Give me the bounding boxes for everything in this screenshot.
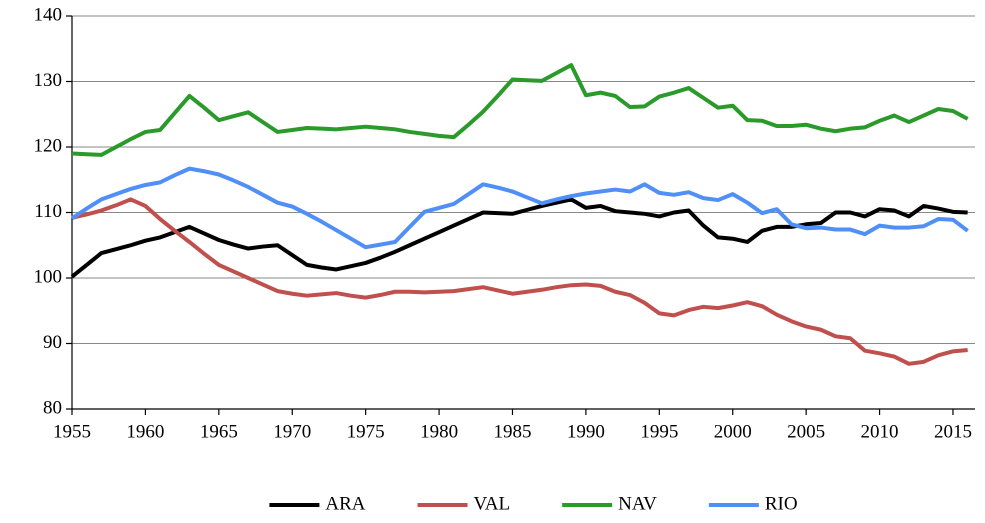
x-tick-label: 1975 xyxy=(347,421,385,442)
y-tick-label: 100 xyxy=(34,266,63,287)
x-tick-label: 1995 xyxy=(640,421,678,442)
y-tick-label: 90 xyxy=(43,332,62,353)
legend-label: VAL xyxy=(474,493,511,514)
x-tick-label: 1990 xyxy=(567,421,605,442)
x-tick-label: 1980 xyxy=(420,421,458,442)
y-tick-label: 80 xyxy=(43,397,62,418)
x-tick-label: 2015 xyxy=(934,421,972,442)
series-line xyxy=(70,166,969,250)
series-line xyxy=(70,197,968,279)
x-tick-label: 1965 xyxy=(200,421,238,442)
x-tick-label: 2000 xyxy=(714,421,752,442)
x-tick-label: 2010 xyxy=(861,421,899,442)
y-tick-label: 110 xyxy=(34,201,62,222)
x-tick-label: 1985 xyxy=(493,421,531,442)
y-tick-label: 130 xyxy=(34,70,63,91)
y-tick-label: 140 xyxy=(34,4,63,25)
x-tick-label: 1960 xyxy=(126,421,164,442)
x-tick-label: 2005 xyxy=(787,421,825,442)
y-tick-label: 120 xyxy=(34,135,63,156)
series-line xyxy=(71,63,969,157)
x-tick-label: 1970 xyxy=(273,421,311,442)
series-line xyxy=(71,197,968,366)
legend-label: RIO xyxy=(765,493,798,514)
legend-label: NAV xyxy=(618,493,657,514)
legend-label: ARA xyxy=(325,493,365,514)
x-tick-label: 1955 xyxy=(53,421,91,442)
